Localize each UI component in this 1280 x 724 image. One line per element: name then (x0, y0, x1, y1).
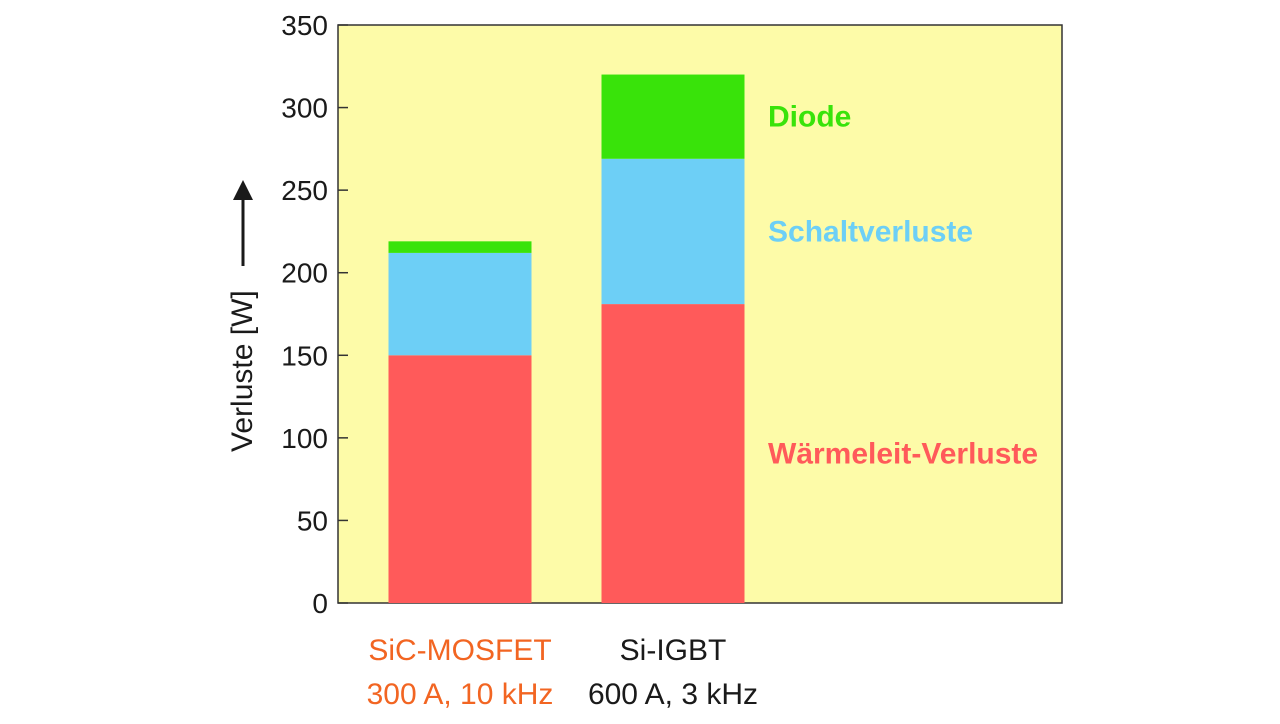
y-tick-label-0: 0 (312, 588, 328, 619)
y-tick-label-300: 300 (281, 93, 328, 124)
y-tick-label-50: 50 (297, 505, 328, 536)
series-label-2: Diode (768, 101, 851, 134)
y-tick-label-200: 200 (281, 258, 328, 289)
y-tick-label-100: 100 (281, 423, 328, 454)
bars (388, 74, 745, 603)
category-label-1-line1: Si-IGBT (620, 634, 727, 667)
y-axis: 0 50 100 150 200 250 300 350 (281, 10, 348, 619)
bar-segment-1-1 (601, 158, 745, 305)
category-labels: SiC-MOSFET 300 A, 10 kHz Si-IGBT 600 A, 3 k… (367, 634, 758, 711)
bar-segment-1-2 (601, 74, 745, 159)
y-axis-title: Verluste [W] (226, 180, 259, 452)
category-label-0-line2: 300 A, 10 kHz (367, 678, 554, 711)
y-tick-label-250: 250 (281, 175, 328, 206)
y-tick-label-150: 150 (281, 340, 328, 371)
y-axis-label: Verluste [W] (226, 290, 259, 452)
bar-segment-0-1 (388, 252, 532, 356)
category-label-0-line1: SiC-MOSFET (368, 634, 551, 667)
category-label-1-line2: 600 A, 3 kHz (588, 678, 758, 711)
series-labels: Wärmeleit-Verluste Schaltverluste Diode (768, 101, 1038, 471)
bar-segment-1-0 (601, 304, 745, 603)
y-tick-label-350: 350 (281, 10, 328, 41)
bar-segment-0-0 (388, 355, 532, 603)
y-axis-arrow-head (233, 180, 253, 200)
bar-segment-0-2 (388, 241, 532, 253)
series-label-1: Schaltverluste (768, 215, 973, 248)
series-label-0: Wärmeleit-Verluste (768, 438, 1038, 471)
